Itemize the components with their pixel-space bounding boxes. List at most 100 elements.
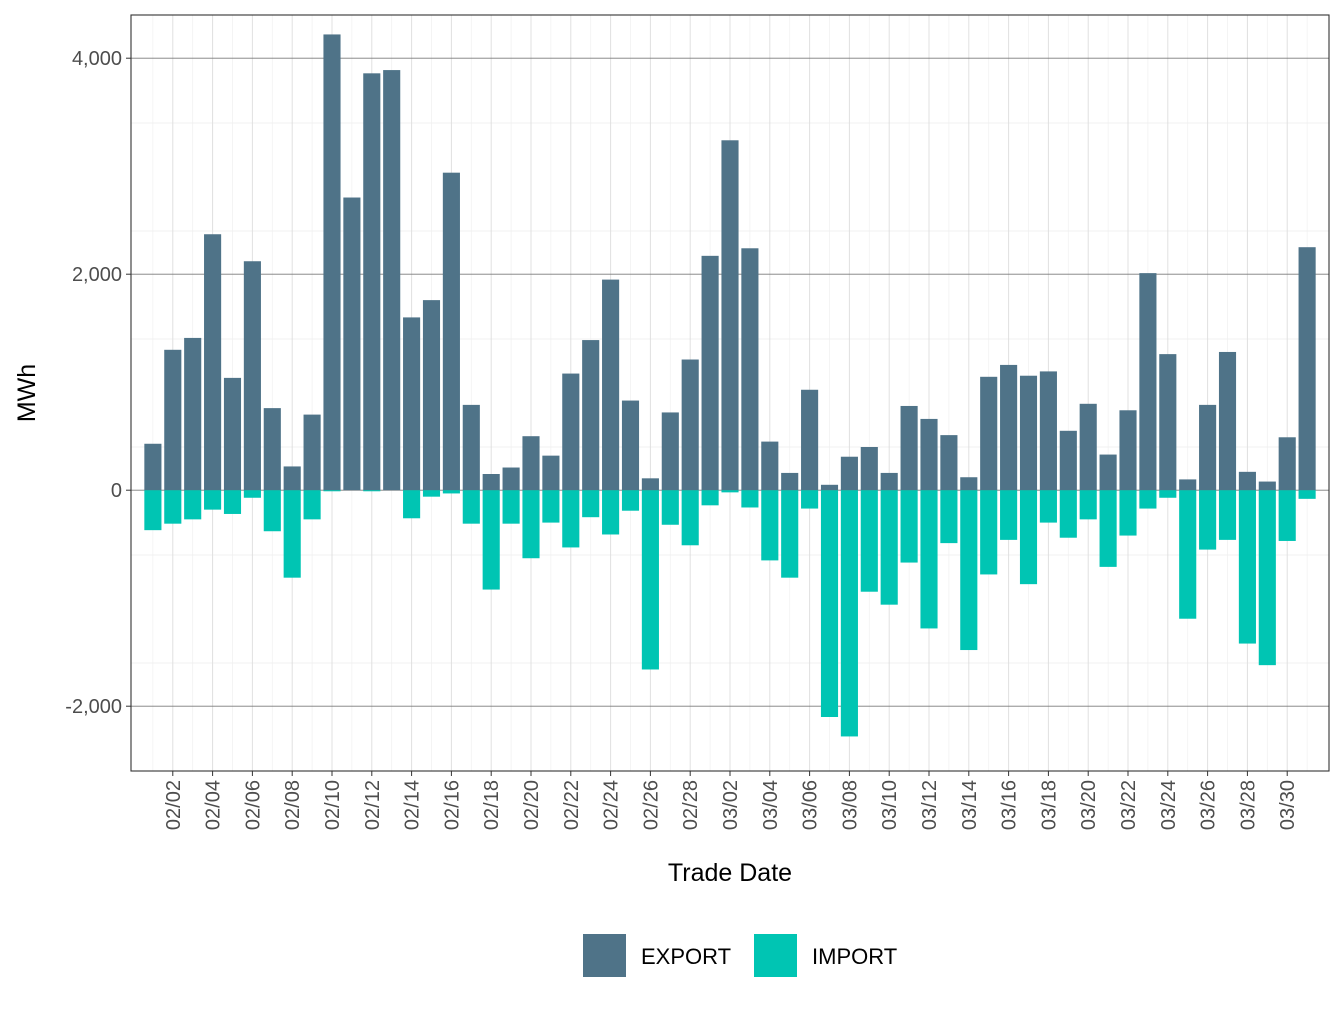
bar-export — [502, 467, 520, 491]
bar-import — [303, 490, 321, 520]
bar-import — [1199, 490, 1217, 550]
bar-import — [1059, 490, 1077, 538]
bar-import — [781, 490, 799, 578]
bar-import — [1000, 490, 1018, 540]
x-tick-label: 03/18 — [1038, 780, 1060, 830]
bar-export — [621, 400, 640, 491]
x-tick-label: 03/02 — [720, 780, 742, 830]
bar-import — [164, 490, 182, 524]
bar-export — [243, 261, 261, 491]
x-tick-label: 02/12 — [362, 780, 384, 830]
x-tick-label: 03/20 — [1078, 780, 1100, 830]
x-tick-label: 02/24 — [601, 780, 623, 830]
bar-import — [801, 490, 819, 509]
bar-export — [462, 404, 480, 491]
bar-export — [403, 317, 421, 491]
bar-export — [1298, 247, 1316, 491]
x-tick-label: 02/26 — [640, 780, 662, 830]
bar-import — [363, 490, 381, 492]
bar-export — [283, 466, 301, 491]
bar-import — [263, 490, 281, 532]
bar-export — [482, 474, 500, 491]
bar-import — [542, 490, 560, 523]
legend-label-export: EXPORT — [641, 944, 731, 969]
bar-export — [1218, 351, 1237, 491]
bar-export — [701, 255, 719, 491]
bar-export — [144, 443, 162, 491]
bar-export — [880, 472, 898, 491]
x-axis-title: Trade Date — [668, 859, 792, 887]
y-tick-label: -2,000 — [65, 696, 122, 718]
bar-export — [741, 248, 759, 491]
x-tick-label: 03/10 — [879, 780, 901, 830]
bar-import — [422, 490, 441, 497]
bar-import — [1218, 490, 1237, 540]
bar-export — [840, 456, 858, 491]
bar-export — [1119, 410, 1137, 491]
legend: EXPORT IMPORT — [583, 934, 897, 977]
bar-export — [1278, 437, 1296, 491]
x-tick-label: 03/30 — [1277, 780, 1299, 830]
bar-import — [1238, 490, 1256, 644]
bar-import — [1019, 490, 1038, 585]
x-tick-label: 02/02 — [163, 780, 185, 830]
bar-export — [164, 349, 182, 491]
y-tick-label: 2,000 — [72, 264, 122, 286]
legend-key-export — [583, 934, 626, 977]
x-tick-label: 03/28 — [1237, 780, 1259, 830]
bar-import — [462, 490, 480, 524]
bar-export — [781, 472, 799, 491]
bar-export — [263, 408, 281, 491]
bar-export — [1000, 364, 1018, 491]
bar-export — [1238, 471, 1256, 491]
bar-import — [641, 490, 659, 670]
bar-export — [562, 373, 580, 491]
y-tick-label: 0 — [111, 480, 122, 502]
y-tick-label: 4,000 — [72, 48, 122, 70]
bar-export — [1139, 273, 1157, 491]
bar-import — [522, 490, 540, 559]
x-tick-label: 02/06 — [242, 780, 264, 830]
bar-export — [1099, 454, 1117, 491]
bar-import — [920, 490, 938, 629]
bar-export — [303, 414, 321, 491]
x-axis: 02/02 02/04 02/06 02/08 02/10 02/12 02/14 02/16… — [163, 771, 1299, 830]
bar-import — [582, 490, 600, 518]
x-tick-label: 03/26 — [1198, 780, 1220, 830]
bar-import — [860, 490, 878, 592]
bar-import — [243, 490, 261, 498]
bar-export — [1179, 479, 1197, 491]
x-tick-label: 03/08 — [839, 780, 861, 830]
bar-import — [323, 490, 341, 492]
x-tick-label: 02/28 — [680, 780, 702, 830]
bar-export — [860, 447, 878, 491]
bar-import — [1119, 490, 1137, 536]
x-tick-label: 02/04 — [203, 780, 225, 830]
legend-label-import: IMPORT — [812, 944, 897, 969]
bar-export — [940, 435, 958, 491]
bar-import — [144, 490, 162, 531]
x-tick-label: 03/06 — [800, 780, 822, 830]
bar-import — [1139, 490, 1157, 509]
bar-import — [482, 490, 500, 590]
bar-import — [681, 490, 699, 546]
bar-import — [283, 490, 301, 578]
x-tick-label: 02/16 — [441, 780, 463, 830]
bar-import — [621, 490, 640, 511]
bar-export — [960, 477, 978, 491]
bar-import — [184, 490, 202, 520]
bar-import — [1258, 490, 1276, 666]
bar-import — [562, 490, 580, 548]
bar-export — [900, 405, 918, 491]
x-tick-label: 02/14 — [402, 780, 424, 830]
legend-key-import — [754, 934, 797, 977]
bar-import — [940, 490, 958, 544]
bar-export — [204, 234, 222, 491]
bar-import — [1099, 490, 1117, 567]
bar-export — [801, 389, 819, 491]
x-tick-label: 03/12 — [919, 780, 941, 830]
bar-import — [721, 490, 739, 493]
bar-import — [204, 490, 222, 510]
bar-export — [582, 340, 600, 491]
x-tick-label: 02/18 — [481, 780, 503, 830]
